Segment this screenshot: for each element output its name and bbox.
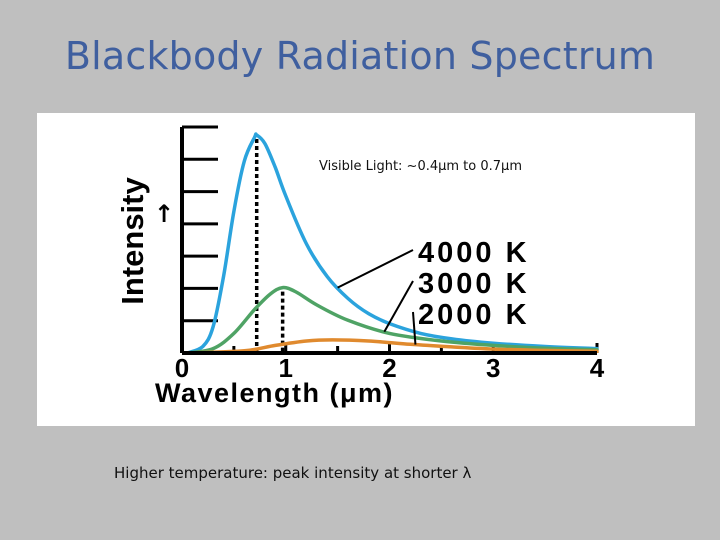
x-tick-label: 0 bbox=[175, 353, 189, 383]
x-tick-label: 1 bbox=[279, 353, 293, 383]
series-line-3000k bbox=[185, 285, 599, 355]
caption: Higher temperature: peak intensity at sh… bbox=[114, 464, 472, 482]
x-tick-label: 4 bbox=[590, 353, 605, 383]
y-axis-label: Intensity bbox=[115, 177, 150, 305]
x-axis-label: Wavelength (μm) bbox=[155, 378, 394, 408]
series-line-2000k bbox=[185, 338, 599, 355]
legend-leader-line bbox=[412, 311, 417, 345]
visible-light-annotation: Visible Light: ~0.4μm to 0.7μm bbox=[319, 159, 522, 174]
legend-label: 2000 K bbox=[418, 299, 530, 331]
legend-label: 3000 K bbox=[418, 268, 530, 300]
y-axis-arrow: ↑ bbox=[154, 200, 174, 228]
blackbody-chart: 0 1 2 3 4 4000 K 3000 K 2000 K Intensity ↑ Vis… bbox=[37, 113, 695, 426]
legend-label: 4000 K bbox=[418, 237, 530, 269]
x-tick-label: 3 bbox=[486, 353, 500, 383]
legend-leader-line bbox=[383, 280, 414, 333]
legend-leader-line bbox=[337, 249, 414, 289]
slide-title: Blackbody Radiation Spectrum bbox=[64, 34, 656, 78]
x-tick-label: 2 bbox=[382, 353, 396, 383]
series-line-4000k bbox=[185, 132, 599, 355]
